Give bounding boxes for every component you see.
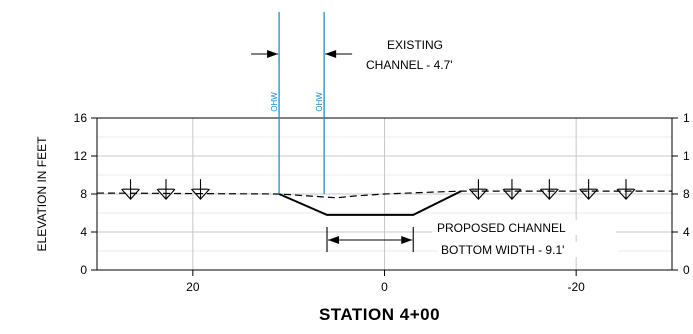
proposed-channel-label-1: PROPOSED CHANNEL xyxy=(437,221,566,235)
water-surface-marker xyxy=(121,179,140,200)
label-bg xyxy=(438,242,618,257)
right-tick-label: 1 xyxy=(683,149,690,163)
y-tick-label: 16 xyxy=(74,111,88,125)
right-tick-label: 4 xyxy=(683,225,690,239)
ohw-label: OHW xyxy=(315,92,324,112)
right-tick-label: 1 xyxy=(683,111,690,125)
x-tick-label: -20 xyxy=(567,280,585,294)
x-axis-label: STATION 4+00 xyxy=(319,305,440,324)
water-surface-marker xyxy=(502,179,522,200)
proposed-channel-line xyxy=(278,190,462,216)
label-bg xyxy=(432,220,616,235)
y-tick-label: 0 xyxy=(80,263,87,277)
existing-channel-label-2: CHANNEL - 4.7' xyxy=(366,58,453,72)
proposed-channel-label-2: BOTTOM WIDTH - 9.1' xyxy=(441,243,564,257)
x-axis-ticks: 20 0 -20 xyxy=(186,270,585,294)
water-surface-marker xyxy=(616,179,636,200)
y-axis-label: ELEVATION IN FEET xyxy=(35,136,49,252)
existing-ground-line xyxy=(96,190,672,199)
x-tick-label: 20 xyxy=(186,280,200,294)
water-surface-marker xyxy=(191,179,210,200)
arrow-head xyxy=(325,50,337,58)
arrow-head xyxy=(328,236,339,244)
right-axis-ticks: 0 4 8 1 1 xyxy=(672,111,690,277)
water-surface-marker xyxy=(156,179,176,200)
water-surface-marker xyxy=(469,179,488,200)
water-surface-marker xyxy=(579,179,599,200)
x-tick-label: 0 xyxy=(381,280,388,294)
y-axis-ticks: 0 4 8 12 16 xyxy=(74,111,97,277)
right-tick-label: 0 xyxy=(683,263,690,277)
ohw-label: OHW xyxy=(270,92,279,112)
water-surface-marker xyxy=(539,179,559,200)
y-tick-label: 12 xyxy=(74,149,88,163)
dimension-arrows xyxy=(251,50,618,257)
arrow-head xyxy=(267,50,279,58)
water-surface-markers xyxy=(121,179,636,200)
existing-channel-label-1: EXISTING xyxy=(387,38,443,52)
y-tick-label: 8 xyxy=(80,187,87,201)
plot-grid xyxy=(97,118,672,270)
y-tick-label: 4 xyxy=(80,225,87,239)
arrow-head xyxy=(401,236,413,244)
ohw-lines: OHW OHW xyxy=(270,12,325,194)
right-tick-label: 8 xyxy=(683,187,690,201)
